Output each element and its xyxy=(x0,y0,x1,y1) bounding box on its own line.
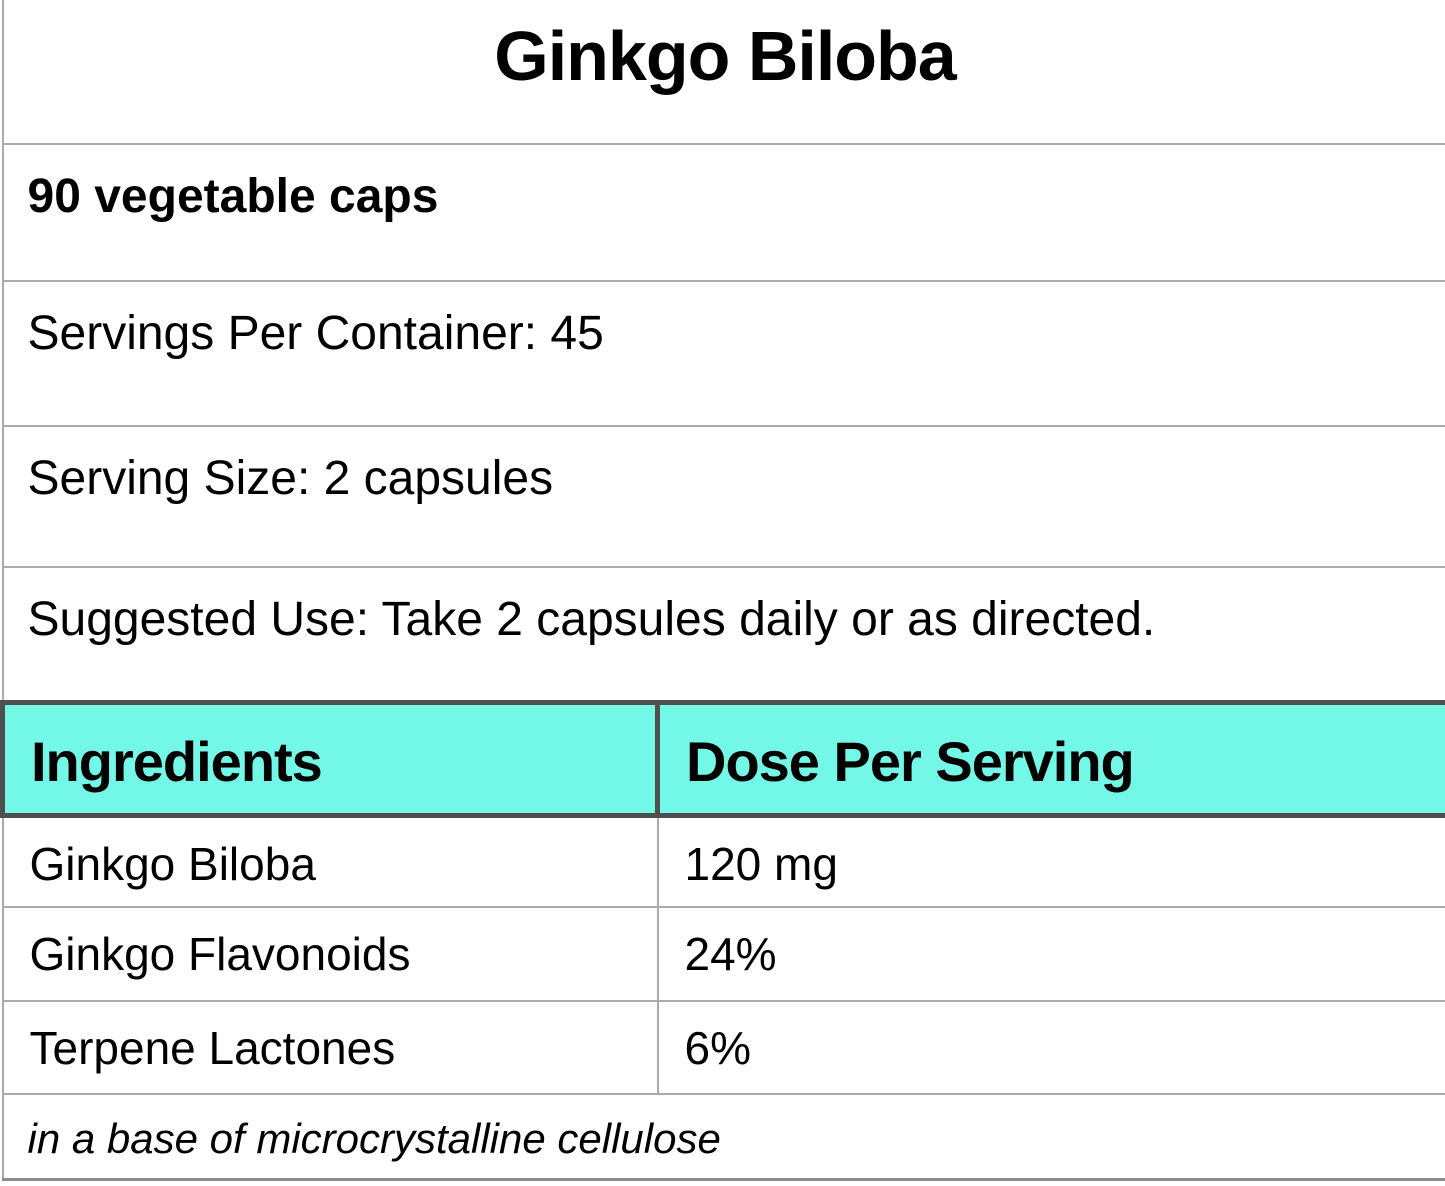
page-title: Ginkgo Biloba xyxy=(494,17,956,95)
ingredient-name: Ginkgo Biloba xyxy=(2,815,658,908)
suggested-use-row: Suggested Use: Take 2 capsules daily or … xyxy=(2,566,1445,702)
ingredients-column-header: Ingredients xyxy=(0,699,660,818)
title-row: Ginkgo Biloba xyxy=(3,0,1445,144)
ingredient-dose: 120 mg xyxy=(656,815,1445,908)
serving-size-text: Serving Size: 2 capsules xyxy=(2,425,1445,567)
ingredient-name: Terpene Lactones xyxy=(2,1001,658,1095)
serving-size-row: Serving Size: 2 capsules xyxy=(2,425,1445,567)
capsule-count-text: 90 vegetable caps xyxy=(2,143,1445,281)
servings-per-container-text: Servings Per Container: 45 xyxy=(2,280,1445,426)
ingredient-dose: 6% xyxy=(656,1001,1445,1095)
ingredients-header-row: Ingredients Dose Per Serving xyxy=(0,699,1445,818)
footnote-text: in a base of microcrystalline cellulose xyxy=(27,1115,721,1162)
footnote-row: in a base of microcrystalline cellulose xyxy=(3,1094,1445,1179)
ingredient-dose: 24% xyxy=(656,907,1445,1002)
table-row: Terpene Lactones 6% xyxy=(2,1001,1445,1095)
suggested-use-text: Suggested Use: Take 2 capsules daily or … xyxy=(2,566,1445,702)
table-row: Ginkgo Biloba 120 mg xyxy=(2,815,1445,908)
table-row: Ginkgo Flavonoids 24% xyxy=(2,907,1445,1002)
quantity-row: 90 vegetable caps xyxy=(2,143,1445,281)
servings-per-container-row: Servings Per Container: 45 xyxy=(2,280,1445,426)
dose-column-header: Dose Per Serving xyxy=(654,699,1445,818)
ingredient-name: Ginkgo Flavonoids xyxy=(2,907,658,1002)
